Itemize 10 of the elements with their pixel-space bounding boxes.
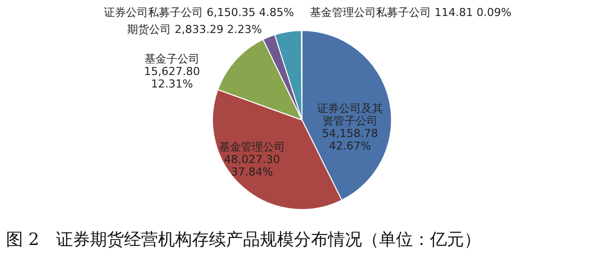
slice-label: 证券公司及其资管子公司 <box>317 102 383 128</box>
slice-label: 证券公司私募子公司 6,150.35 4.85% <box>104 6 294 19</box>
slice-label: 基金子公司 <box>144 52 200 66</box>
data-label: 48,027.30 37.84% <box>224 152 280 178</box>
slice-label: 期货公司 2,833.29 2.23% <box>127 22 262 36</box>
text: 图 2 证券期货经营机构存续产品规模分布情况（单位：亿元） <box>6 229 482 251</box>
slice-label: 基金管理公司私募子公司 114.81 0.09% <box>310 6 512 19</box>
slice-label: 基金管理公司 <box>219 140 285 154</box>
data-label: 54,158.78 42.67% <box>322 127 378 153</box>
data-label: 15,627.80 12.31% <box>144 64 200 90</box>
